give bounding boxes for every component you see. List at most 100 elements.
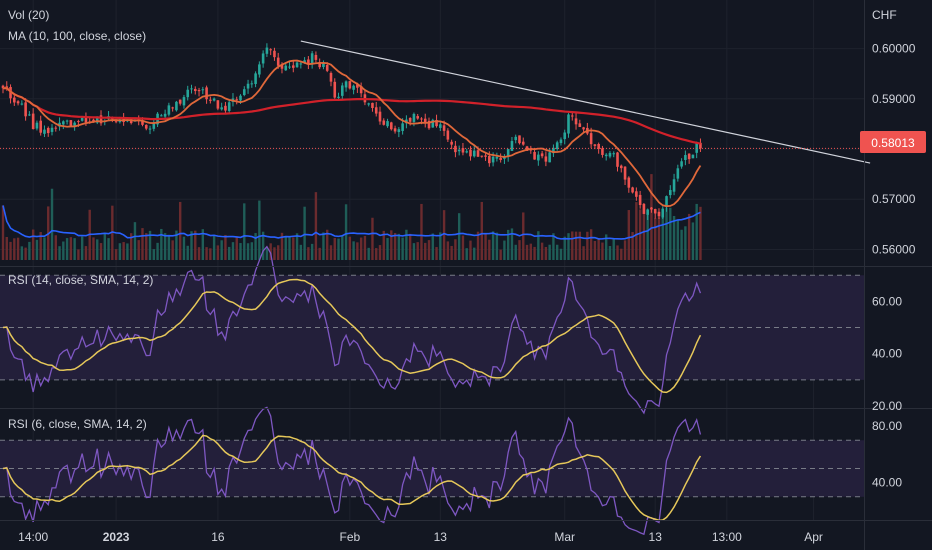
- candle-body: [623, 166, 627, 180]
- candle-body: [431, 119, 435, 128]
- candle-body: [333, 81, 337, 98]
- volume-bar: [488, 239, 491, 260]
- time-tick: Feb: [339, 530, 360, 544]
- candle-body: [258, 64, 261, 75]
- candle-body: [653, 209, 657, 214]
- candle-body: [691, 154, 695, 159]
- rsi14-axis[interactable]: 60.00 40.00 20.00: [872, 294, 902, 413]
- volume-bar: [273, 247, 276, 260]
- volume-bar: [401, 237, 404, 260]
- volume-bar: [58, 246, 61, 260]
- volume-bar: [148, 230, 152, 260]
- candle-body: [337, 96, 340, 98]
- candle-body: [265, 47, 269, 54]
- rsi-tick: 40.00: [872, 347, 902, 361]
- volume-bar: [107, 238, 110, 260]
- volume-bar: [43, 237, 46, 260]
- candle-body: [533, 151, 536, 160]
- volume-bar: [277, 245, 280, 260]
- candle-body: [593, 144, 597, 146]
- volume-bar: [344, 204, 348, 260]
- candle-body: [699, 142, 702, 149]
- volume-bars: [1, 174, 702, 260]
- rsi14-legend[interactable]: RSI (14, close, SMA, 14, 2): [8, 273, 153, 287]
- volume-bar: [356, 242, 359, 260]
- volume-bar: [484, 233, 487, 260]
- volume-bar: [620, 248, 623, 260]
- volume-bar: [216, 245, 220, 260]
- candle-body: [24, 102, 27, 117]
- rsi-tick: 20.00: [872, 399, 902, 413]
- candle-body: [472, 150, 476, 157]
- volume-bar: [439, 232, 442, 260]
- volume-bar: [665, 207, 668, 260]
- candle-body: [506, 149, 510, 157]
- volume-bar: [518, 240, 521, 260]
- candle-body: [224, 105, 227, 111]
- time-axis[interactable]: 14:00 2023 16 Feb 13 Mar 13 13:00 Apr: [18, 530, 823, 544]
- volume-ma-line: [2, 205, 701, 240]
- volume-bar: [62, 241, 65, 260]
- volume-bar: [631, 231, 634, 260]
- candle-body: [450, 141, 453, 145]
- candle-body: [16, 101, 20, 104]
- price-badge: [860, 131, 926, 153]
- candle-body: [31, 113, 35, 129]
- ma-legend[interactable]: MA (10, 100, close, close): [8, 29, 146, 43]
- volume-bar: [367, 247, 370, 260]
- candle-body: [642, 203, 646, 214]
- rsi14-pane: [0, 245, 864, 415]
- candle-body: [408, 117, 412, 122]
- volume-bar: [578, 231, 582, 260]
- volume-bar: [375, 248, 378, 260]
- volume-bar: [476, 231, 480, 260]
- volume-bar: [307, 247, 310, 260]
- candle-body: [50, 127, 54, 132]
- volume-bar: [537, 231, 540, 260]
- volume-bar: [182, 236, 186, 260]
- volume-bar: [435, 247, 438, 260]
- candle-body: [382, 120, 386, 125]
- candle-body: [239, 95, 242, 101]
- volume-bar: [341, 235, 344, 260]
- candle-body: [205, 87, 208, 100]
- candle-body: [276, 57, 280, 66]
- volume-bar: [160, 228, 163, 260]
- candle-body: [578, 123, 582, 127]
- volume-bar: [73, 238, 76, 260]
- candle-body: [661, 208, 665, 218]
- time-tick: 14:00: [18, 530, 48, 544]
- volume-bar: [582, 246, 585, 260]
- volume-legend[interactable]: Vol (20): [8, 8, 49, 22]
- candle-body: [589, 133, 593, 145]
- candle-body: [322, 63, 325, 68]
- volume-bar: [397, 233, 401, 260]
- rsi6-legend[interactable]: RSI (6, close, SMA, 14, 2): [8, 417, 147, 431]
- volume-bar: [503, 240, 506, 260]
- candle-body: [182, 97, 186, 106]
- candle-body: [341, 85, 344, 96]
- candle-body: [601, 148, 604, 155]
- volume-bar: [280, 232, 284, 260]
- candle-body: [186, 89, 190, 98]
- price-tick: 0.59000: [872, 92, 916, 106]
- volume-bar: [5, 236, 8, 260]
- volume-bar: [405, 229, 408, 260]
- volume-bar: [480, 201, 483, 260]
- candle-body: [397, 129, 401, 133]
- trendline[interactable]: [300, 40, 871, 164]
- rsi6-axis[interactable]: 80.00 40.00: [872, 419, 902, 490]
- candle-body: [627, 177, 631, 188]
- volume-bar: [194, 230, 197, 260]
- volume-bar: [114, 249, 118, 260]
- volume-bar: [212, 235, 216, 260]
- candle-body: [178, 99, 182, 104]
- volume-bar: [623, 240, 627, 260]
- candle-body: [423, 118, 427, 123]
- rsi-sma-line: [2, 434, 702, 522]
- candle-body: [570, 115, 574, 117]
- candle-body: [114, 121, 118, 123]
- volume-bar: [548, 244, 551, 260]
- candle-body: [420, 118, 423, 120]
